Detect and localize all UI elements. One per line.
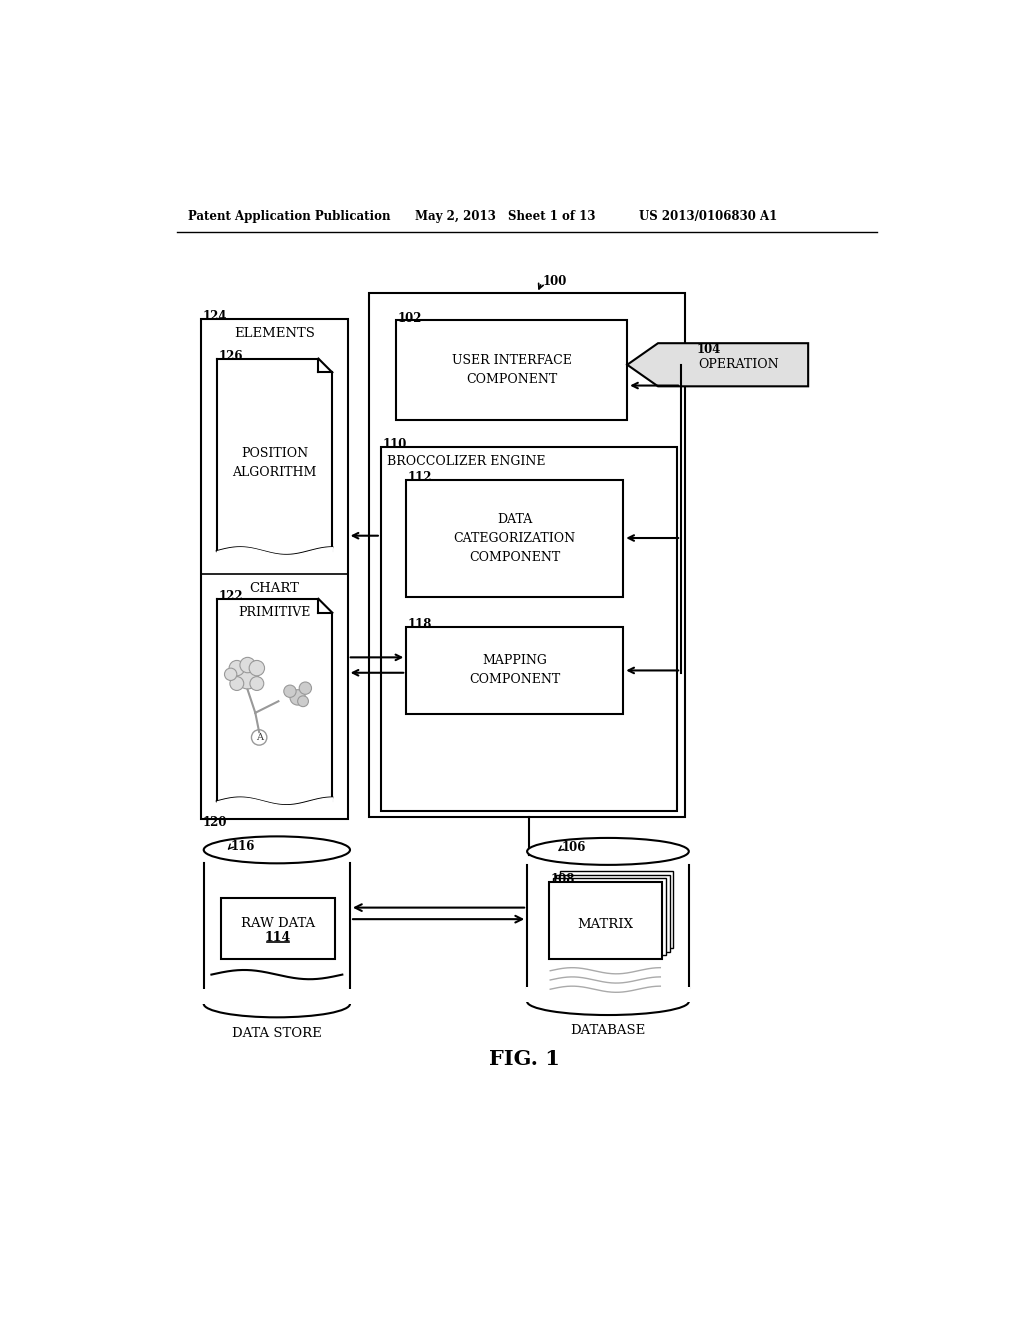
Text: 104: 104: [696, 343, 721, 356]
Text: DATA STORE: DATA STORE: [232, 1027, 322, 1040]
Text: MAPPING
COMPONENT: MAPPING COMPONENT: [469, 655, 560, 686]
Bar: [381, 447, 677, 812]
Text: CHART: CHART: [250, 582, 299, 594]
Circle shape: [229, 660, 245, 676]
Bar: [407, 480, 624, 598]
Circle shape: [284, 685, 296, 697]
Text: 110: 110: [382, 438, 407, 451]
Text: FIG. 1: FIG. 1: [489, 1049, 560, 1069]
Text: US 2013/0106830 A1: US 2013/0106830 A1: [639, 210, 777, 223]
Circle shape: [250, 677, 264, 690]
Text: 106: 106: [562, 841, 586, 854]
Text: 122: 122: [218, 590, 243, 603]
Text: MATRIX: MATRIX: [578, 917, 633, 931]
Circle shape: [252, 730, 267, 744]
Text: 118: 118: [408, 618, 432, 631]
Text: 120: 120: [203, 816, 227, 829]
Text: 102: 102: [397, 312, 422, 325]
Bar: [549, 882, 662, 960]
Text: 116: 116: [230, 840, 255, 853]
Circle shape: [240, 657, 255, 673]
Bar: [525, 986, 690, 1002]
Text: ELEMENTS: ELEMENTS: [234, 327, 315, 341]
Circle shape: [230, 677, 244, 690]
Circle shape: [249, 660, 264, 676]
Text: POSITION
ALGORITHM: POSITION ALGORITHM: [232, 446, 316, 479]
Text: Sheet 1 of 13: Sheet 1 of 13: [508, 210, 595, 223]
Text: 126: 126: [218, 350, 243, 363]
Bar: [202, 318, 348, 818]
Circle shape: [224, 668, 237, 681]
Bar: [221, 898, 335, 960]
Text: A: A: [256, 733, 262, 742]
Circle shape: [237, 668, 258, 689]
Bar: [396, 321, 628, 420]
Ellipse shape: [527, 989, 689, 1015]
Text: 124: 124: [203, 310, 227, 323]
Circle shape: [299, 682, 311, 694]
Text: OPERATION: OPERATION: [698, 358, 779, 371]
Ellipse shape: [527, 838, 689, 865]
Bar: [527, 865, 689, 989]
Bar: [202, 989, 351, 1003]
Bar: [204, 863, 350, 990]
Text: 114: 114: [265, 931, 291, 944]
Circle shape: [290, 689, 305, 705]
Circle shape: [298, 696, 308, 706]
Text: BROCCOLIZER ENGINE: BROCCOLIZER ENGINE: [387, 454, 546, 467]
Text: 112: 112: [408, 471, 432, 484]
Text: DATABASE: DATABASE: [570, 1024, 645, 1038]
Text: DATA
CATEGORIZATION
COMPONENT: DATA CATEGORIZATION COMPONENT: [454, 513, 575, 564]
Text: 108: 108: [550, 873, 574, 886]
Bar: [556, 874, 670, 952]
Bar: [560, 871, 674, 948]
Text: USER INTERFACE
COMPONENT: USER INTERFACE COMPONENT: [452, 354, 571, 387]
Text: RAW DATA: RAW DATA: [241, 916, 315, 929]
Text: May 2, 2013: May 2, 2013: [416, 210, 497, 223]
Ellipse shape: [204, 837, 350, 863]
Bar: [407, 627, 624, 714]
Bar: [553, 878, 666, 956]
Text: Patent Application Publication: Patent Application Publication: [188, 210, 391, 223]
Polygon shape: [628, 343, 808, 387]
Text: PRIMITIVE: PRIMITIVE: [239, 606, 310, 619]
Bar: [370, 293, 685, 817]
Text: 100: 100: [543, 275, 567, 288]
Ellipse shape: [204, 990, 350, 1018]
